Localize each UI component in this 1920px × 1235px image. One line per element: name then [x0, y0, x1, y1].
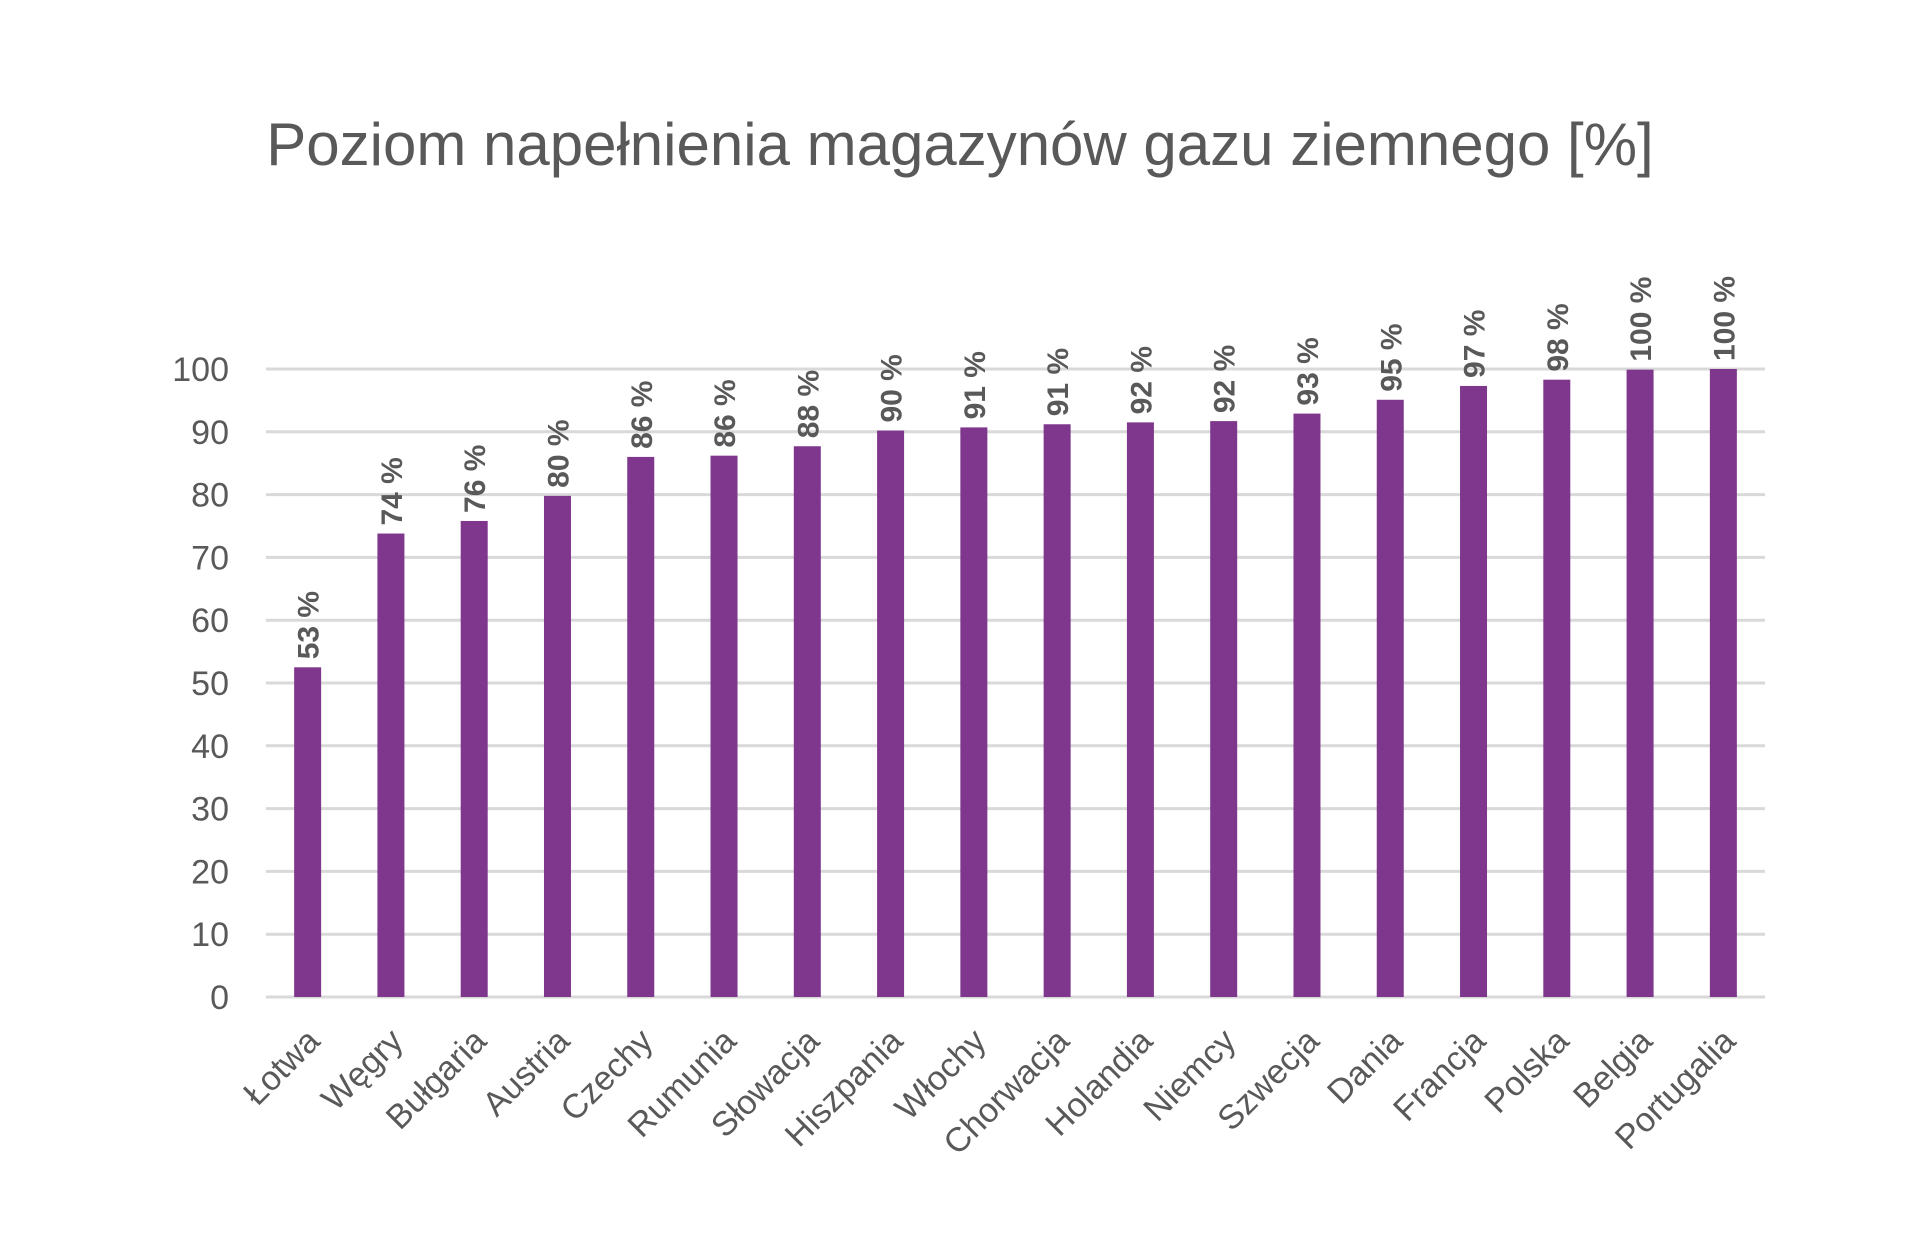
- bar: [543, 495, 571, 997]
- bar: [1543, 379, 1571, 997]
- bar: [627, 456, 655, 997]
- data-label: 92 %: [1209, 345, 1242, 413]
- y-tick-label: 30: [191, 791, 229, 829]
- bar: [1126, 422, 1154, 997]
- data-label: 80 %: [542, 419, 575, 487]
- y-tick-label: 40: [191, 728, 229, 766]
- data-label: 86 %: [626, 381, 659, 449]
- bar: [294, 667, 322, 997]
- y-tick-label: 50: [191, 665, 229, 703]
- y-tick-label: 90: [191, 414, 229, 452]
- y-tick-label: 0: [210, 979, 229, 1017]
- data-label: 97 %: [1459, 310, 1492, 378]
- data-label: 91 %: [959, 351, 992, 419]
- data-label: 92 %: [1125, 346, 1158, 414]
- bar: [1043, 424, 1071, 997]
- data-label: 53 %: [293, 591, 326, 659]
- bar: [877, 430, 905, 997]
- data-label: 91 %: [1042, 348, 1075, 416]
- data-label: 76 %: [459, 445, 492, 513]
- x-tick-label: Łotwa: [236, 1022, 327, 1113]
- data-label: 93 %: [1292, 337, 1325, 405]
- y-tick-label: 100: [172, 351, 229, 389]
- data-label: 100 %: [1625, 277, 1658, 362]
- y-tick-label: 80: [191, 477, 229, 515]
- data-label: 100 %: [1708, 276, 1741, 361]
- data-label: 90 %: [876, 354, 909, 422]
- bar: [710, 455, 738, 997]
- data-label: 74 %: [376, 457, 409, 525]
- bar: [1376, 399, 1404, 998]
- y-tick-label: 10: [191, 916, 229, 954]
- bar: [793, 446, 821, 997]
- data-label: 98 %: [1542, 303, 1575, 371]
- bar: [1626, 369, 1654, 997]
- data-label: 88 %: [792, 370, 825, 438]
- y-tick-label: 70: [191, 539, 229, 577]
- bar: [460, 520, 488, 997]
- bar: [1709, 369, 1737, 997]
- bar: [960, 427, 988, 997]
- y-tick-label: 60: [191, 602, 229, 640]
- bar: [1210, 421, 1238, 997]
- bar: [1460, 385, 1488, 997]
- data-label: 86 %: [709, 379, 742, 447]
- bar: [1293, 413, 1321, 997]
- y-tick-label: 20: [191, 853, 229, 891]
- x-tick-label: Polska: [1477, 1022, 1576, 1121]
- chart-title: Poziom napełnienia magazynów gazu ziemne…: [266, 111, 1654, 178]
- bar: [377, 533, 405, 997]
- x-tick-label: Francja: [1386, 1022, 1493, 1129]
- data-label: 95 %: [1375, 323, 1408, 391]
